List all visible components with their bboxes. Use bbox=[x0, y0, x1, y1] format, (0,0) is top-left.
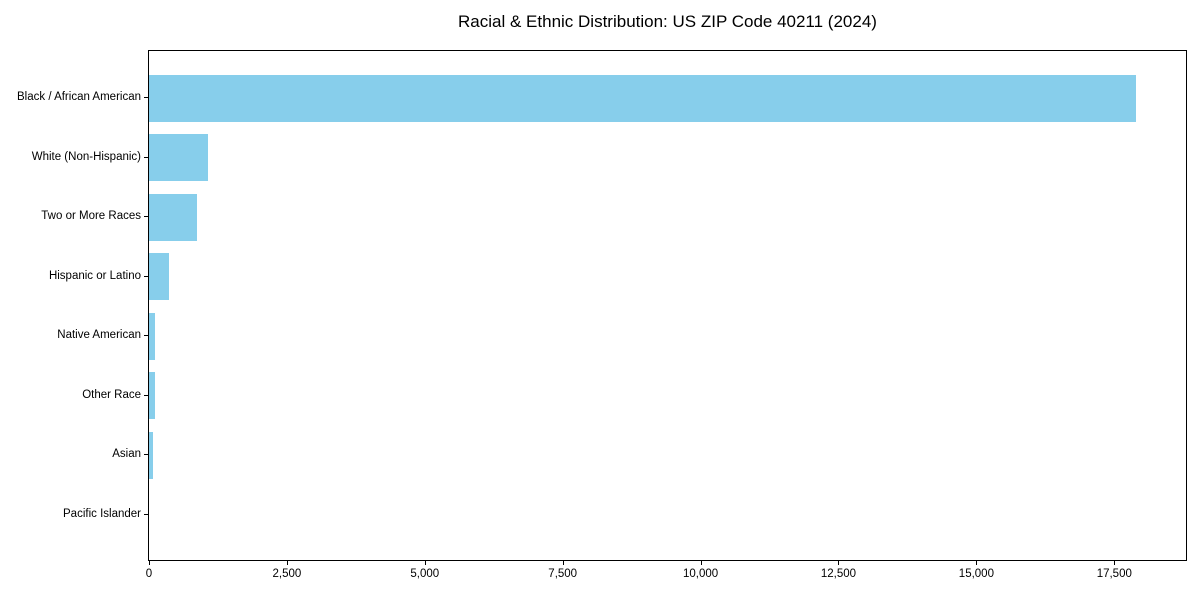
plot-area bbox=[148, 50, 1187, 561]
x-tick-mark bbox=[286, 561, 288, 565]
bar-two-or-more-races bbox=[149, 193, 198, 241]
y-axis-label-other-race: Other Race bbox=[82, 388, 141, 401]
bar-other-race bbox=[149, 372, 156, 420]
y-axis-label-pacific-islander: Pacific Islander bbox=[63, 508, 141, 520]
x-axis-tick-label: 5,000 bbox=[410, 568, 440, 580]
y-tick-mark bbox=[144, 275, 148, 277]
x-axis-tick-label: 0 bbox=[145, 568, 153, 580]
y-axis-label-asian: Asian bbox=[112, 448, 141, 461]
bar-white-non-hispanic bbox=[149, 134, 208, 182]
x-tick-mark bbox=[838, 561, 840, 565]
x-axis-tick-label: 10,000 bbox=[683, 568, 719, 580]
x-tick-mark bbox=[424, 561, 426, 565]
y-tick-mark bbox=[144, 514, 148, 515]
x-axis-tick-label: 2,500 bbox=[272, 568, 302, 580]
y-axis-label-hispanic-or-latino: Hispanic or Latino bbox=[48, 269, 141, 282]
x-tick-mark bbox=[700, 561, 702, 565]
bar-black-african-american bbox=[149, 74, 1136, 122]
y-tick-mark bbox=[144, 335, 148, 337]
bar-native-american bbox=[149, 312, 155, 360]
x-axis-tick-label: 15,000 bbox=[958, 568, 994, 580]
x-axis-tick-label: 7,500 bbox=[548, 568, 578, 580]
x-tick-mark bbox=[149, 561, 150, 565]
y-axis-label-two-or-more-races: Two or More Races bbox=[41, 210, 141, 223]
y-axis-label-white-non-hispanic: White (Non-Hispanic) bbox=[31, 150, 141, 163]
x-tick-mark bbox=[562, 561, 564, 565]
y-tick-mark bbox=[144, 394, 148, 396]
x-tick-mark bbox=[976, 561, 978, 565]
y-tick-mark bbox=[144, 97, 148, 98]
x-axis-tick-label: 17,500 bbox=[1096, 568, 1132, 580]
x-tick-mark bbox=[1114, 561, 1116, 565]
x-axis-tick-label: 12,500 bbox=[820, 568, 857, 580]
y-axis-label-black-african-american: Black / African American bbox=[17, 91, 141, 103]
bar-asian bbox=[149, 431, 153, 479]
y-tick-mark bbox=[144, 454, 148, 456]
y-tick-mark bbox=[144, 216, 148, 218]
bar-hispanic-or-latino bbox=[149, 253, 169, 301]
y-axis-label-native-american: Native American bbox=[57, 329, 141, 342]
chart-title: Racial & Ethnic Distribution: US ZIP Cod… bbox=[458, 12, 877, 31]
y-tick-mark bbox=[144, 156, 148, 158]
